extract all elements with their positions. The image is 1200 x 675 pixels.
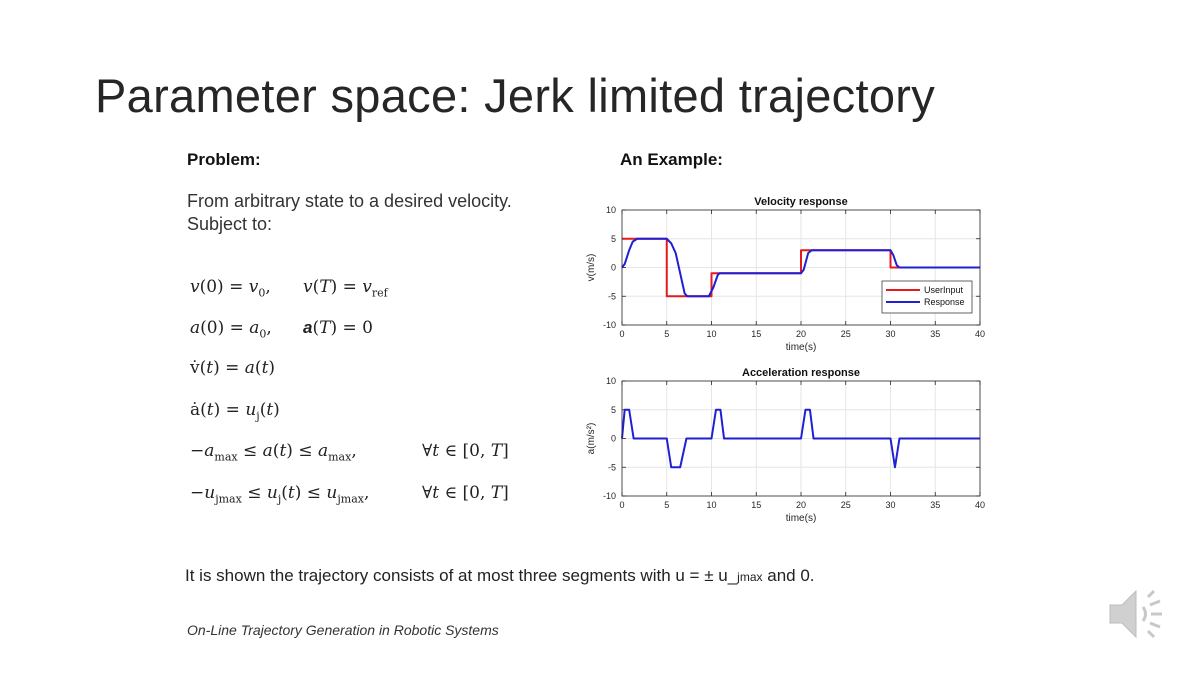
equation-velocity-derivative: v̇(t) = a(t) [190,358,276,378]
response-series-line [621,408,980,469]
conclusion-end: and 0. [762,566,815,585]
citation: On-Line Trajectory Generation in Robotic… [187,622,499,638]
y-tick-label: -10 [603,320,616,330]
x-tick-label: 15 [751,329,761,339]
velocity-chart: 0 5 10 15 20 25 30 35 40 10 5 0 -5 -10 Velocity respon… [586,196,985,353]
example-heading: An Example: [620,150,723,169]
x-tick-label: 20 [796,329,806,339]
y-tick-label: -10 [603,491,616,501]
x-tick-label: 20 [796,500,806,510]
chart-legend: UserInput Response [881,280,973,314]
equation-acceleration-derivative: ȧ(t) = uj(t) [190,400,280,423]
speaker-icon[interactable] [1106,583,1168,645]
equation-jerk-limit: −ujmax ≤ uj(t) ≤ ujmax, ∀t ∈ [0, T] [190,483,509,506]
x-tick-label: 5 [664,329,669,339]
conclusion-text: It is shown the trajectory consists of a… [185,566,815,586]
x-tick-label: 35 [930,329,940,339]
y-axis-label: v(m/s) [586,254,597,282]
x-axis-label: time(s) [786,513,817,524]
x-tick-label: 40 [975,329,985,339]
x-tick-label: 40 [975,500,985,510]
x-tick-label: 25 [841,329,851,339]
slide-title: Parameter space: Jerk limited trajectory [95,69,936,122]
legend-entry: Response [924,297,965,307]
x-tick-label: 30 [885,329,895,339]
x-tick-label: 30 [885,500,895,510]
problem-heading: Problem: [187,150,261,169]
x-tick-label: 10 [706,500,716,510]
y-axis-label: a(m/s²) [586,423,597,455]
equation-acceleration-boundary: a(0) = a0, a(T) = 0 [190,318,373,341]
legend-entry: UserInput [924,285,964,295]
y-tick-label: 0 [611,434,616,444]
y-tick-label: 10 [606,205,616,215]
chart-title: Velocity response [754,196,848,208]
y-tick-label: -5 [608,291,616,301]
problem-description: From arbitrary state to a desired veloci… [187,190,567,236]
axes-box [621,380,981,497]
x-tick-label: 0 [619,329,624,339]
axes-box [621,209,981,326]
x-axis-label: time(s) [786,342,817,353]
y-tick-label: 5 [611,234,616,244]
conclusion-subscript: jmax [737,570,763,584]
x-tick-label: 5 [664,500,669,510]
x-tick-label: 0 [619,500,624,510]
y-tick-label: 5 [611,405,616,415]
y-tick-label: 0 [611,263,616,273]
x-tick-label: 10 [706,329,716,339]
problem-line-1: From arbitrary state to a desired veloci… [187,191,512,211]
y-tick-label: -5 [608,462,616,472]
legend-box [881,280,973,314]
x-tick-label: 35 [930,500,940,510]
equation-velocity-boundary: v(0) = v0, v(T) = vref [190,277,388,300]
equation-acceleration-limit: −amax ≤ a(t) ≤ amax, ∀t ∈ [0, T] [190,441,509,464]
y-tick-label: 10 [606,376,616,386]
conclusion-main: It is shown the trajectory consists of a… [185,566,738,585]
chart-title: Acceleration response [742,367,860,379]
response-series-line [621,237,980,298]
problem-line-2: Subject to: [187,214,273,234]
example-charts: 0 5 10 15 20 25 30 35 40 10 5 0 -5 -10 Velocity respon… [586,196,985,524]
x-tick-label: 15 [751,500,761,510]
acceleration-chart: 0 5 10 15 20 25 30 35 40 10 5 0 -5 -10 Acceleration re… [586,367,985,524]
x-tick-label: 25 [841,500,851,510]
